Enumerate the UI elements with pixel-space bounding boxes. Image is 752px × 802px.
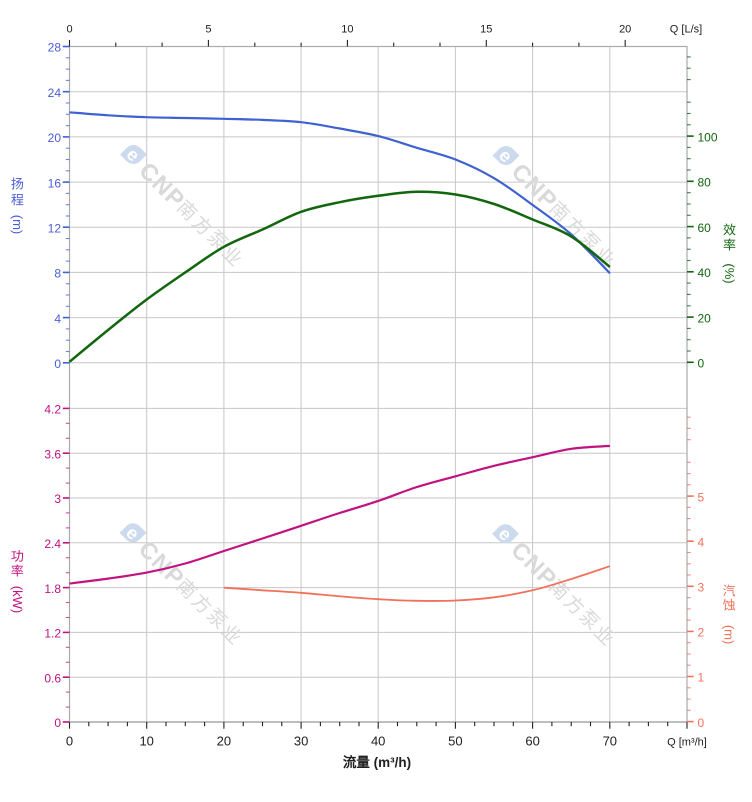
svg-text:Q [m³/h]: Q [m³/h]	[667, 736, 707, 748]
svg-text:40: 40	[371, 733, 385, 748]
svg-text:0: 0	[54, 716, 61, 730]
svg-text:1: 1	[698, 671, 705, 685]
svg-text:Q [L/s]: Q [L/s]	[670, 24, 702, 36]
svg-text:(m): (m)	[10, 215, 25, 235]
svg-text:0: 0	[54, 357, 61, 371]
svg-text:80: 80	[698, 176, 712, 190]
svg-text:20: 20	[217, 733, 231, 748]
svg-text:20: 20	[698, 311, 712, 325]
svg-text:2: 2	[698, 626, 705, 640]
svg-text:0.6: 0.6	[44, 671, 61, 685]
svg-text:10: 10	[139, 733, 153, 748]
svg-text:3: 3	[54, 492, 61, 506]
svg-text:8: 8	[54, 267, 61, 281]
svg-text:3.6: 3.6	[44, 447, 61, 461]
svg-text:60: 60	[525, 733, 539, 748]
svg-text:100: 100	[698, 130, 718, 144]
svg-text:12: 12	[48, 221, 62, 235]
svg-text:16: 16	[48, 176, 62, 190]
svg-text:60: 60	[698, 221, 712, 235]
svg-text:3: 3	[698, 581, 705, 595]
svg-text:70: 70	[603, 733, 617, 748]
svg-text:5: 5	[698, 490, 705, 504]
svg-text:0: 0	[698, 716, 705, 730]
svg-text:1.8: 1.8	[44, 582, 61, 596]
svg-text:10: 10	[341, 24, 353, 36]
svg-text:流量 (m³/h): 流量 (m³/h)	[343, 754, 411, 770]
svg-text:20: 20	[48, 131, 62, 145]
svg-text:0: 0	[66, 24, 72, 36]
svg-text:24: 24	[48, 86, 62, 100]
svg-text:28: 28	[48, 41, 62, 55]
svg-text:(m): (m)	[722, 625, 737, 645]
svg-text:0: 0	[698, 357, 705, 371]
svg-text:40: 40	[698, 266, 712, 280]
svg-text:5: 5	[205, 24, 211, 36]
svg-text:0: 0	[66, 733, 73, 748]
svg-text:50: 50	[448, 733, 462, 748]
svg-text:(%): (%)	[722, 263, 737, 283]
svg-text:20: 20	[619, 24, 631, 36]
svg-text:1.2: 1.2	[44, 627, 61, 641]
svg-text:4.2: 4.2	[44, 403, 61, 417]
svg-text:4: 4	[54, 312, 61, 326]
svg-text:30: 30	[294, 733, 308, 748]
svg-text:2.4: 2.4	[44, 537, 61, 551]
svg-text:4: 4	[698, 535, 705, 549]
svg-text:(kW): (kW)	[10, 586, 25, 613]
svg-text:15: 15	[480, 24, 492, 36]
